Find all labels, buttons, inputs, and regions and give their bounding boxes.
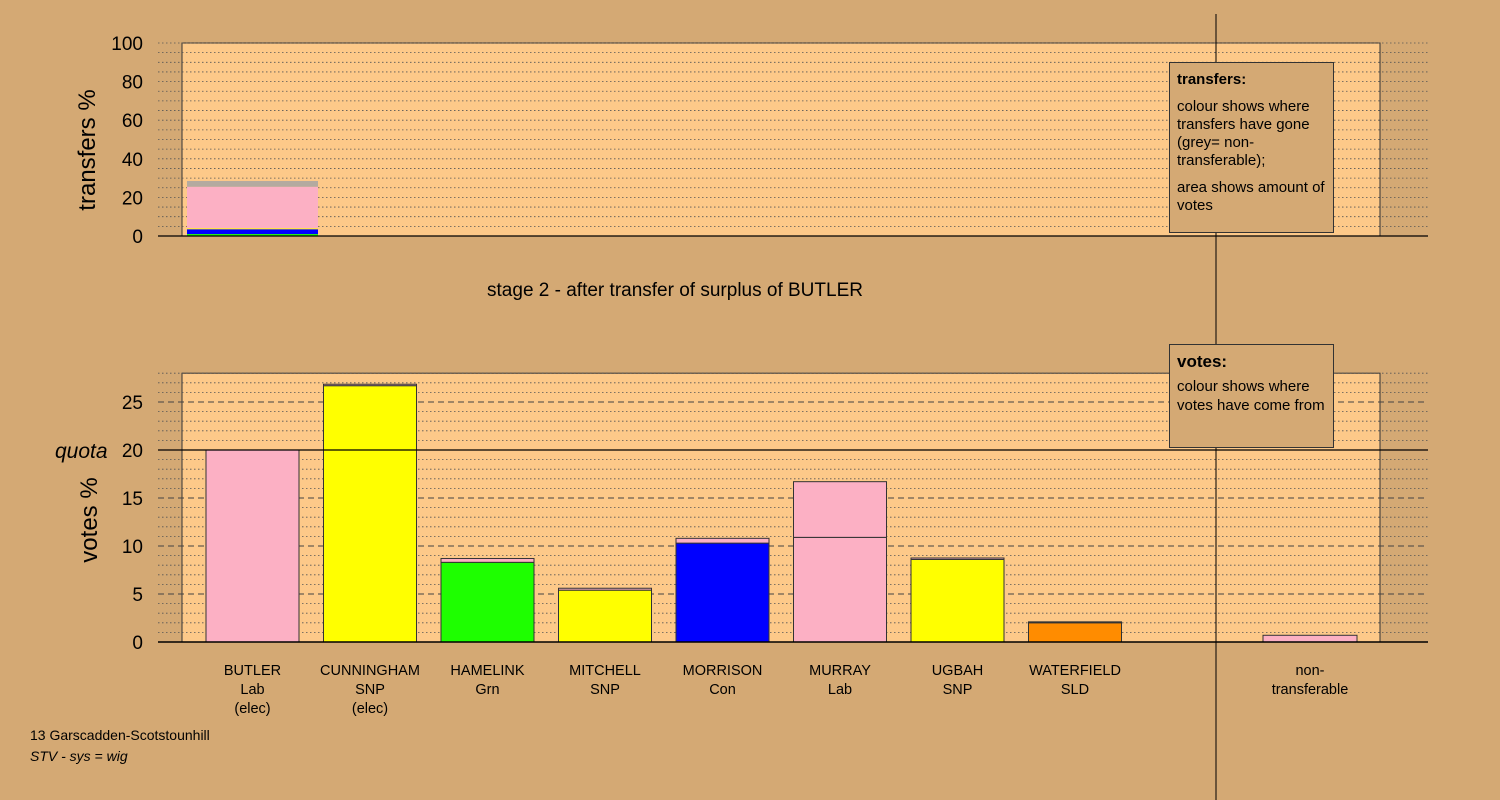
transfer-segment-cunningham-mitchell-ugbah — [187, 228, 318, 230]
votes-tick-label: 15 — [122, 489, 143, 510]
transfers-tick-label: 100 — [111, 34, 143, 55]
candidate-name-label: MURRAY — [809, 663, 871, 679]
transfers-tick-label: 20 — [122, 188, 143, 209]
candidate-name-label: MITCHELL — [569, 663, 641, 679]
vote-bar-waterfield-segment — [1028, 621, 1122, 624]
vote-bar-ugbah-segment — [910, 558, 1005, 643]
votes-tick-label: 5 — [132, 585, 143, 606]
nontransferable-label-line1: non- — [1295, 663, 1324, 679]
candidate-name-label: BUTLER — [224, 663, 281, 679]
transfer-segment-non-transferable — [187, 180, 318, 187]
transfer-segment-murray — [187, 186, 318, 229]
candidate-name-label: UGBAH — [932, 663, 984, 679]
candidate-party-label: Lab — [828, 682, 852, 698]
transfer-segment-hamelink — [187, 234, 318, 236]
candidate-status-label: (elec) — [352, 701, 388, 717]
vote-bar-butler-segment — [205, 449, 300, 643]
transfer-segment-morrison — [187, 229, 318, 235]
vote-bar-cunningham-segment — [323, 385, 417, 643]
candidate-name-label: HAMELINK — [450, 663, 524, 679]
vote-bar-morrison-segment — [675, 537, 770, 544]
transfers-legend-area-text: area shows amount of votes — [1177, 179, 1325, 214]
nontransferable-bar — [1262, 634, 1358, 643]
candidate-party-label: SNP — [943, 682, 973, 698]
transfers-legend: transfers: colour shows where transfers … — [1169, 62, 1334, 233]
stage-title: stage 2 - after transfer of surplus of B… — [487, 280, 863, 301]
candidate-name-label: WATERFIELD — [1029, 663, 1121, 679]
transfers-legend-title: transfers: — [1177, 71, 1247, 88]
vote-bar-waterfield-segment — [1028, 622, 1122, 643]
vote-bar-hamelink-segment — [440, 557, 535, 563]
votes-tick-label: 0 — [132, 633, 143, 654]
transfers-tick-label: 60 — [122, 111, 143, 132]
votes-legend-title: votes: — [1177, 352, 1228, 371]
candidate-status-label: (elec) — [234, 701, 270, 717]
votes-tick-label: 25 — [122, 393, 143, 414]
nontransferable-label-line2: transferable — [1272, 682, 1349, 698]
vote-bar-ugbah-segment — [910, 557, 1005, 560]
votes-legend-colour-text: colour shows where votes have come from — [1177, 378, 1325, 414]
candidate-party-label: Con — [709, 682, 736, 698]
candidate-party-label: Lab — [240, 682, 264, 698]
quota-label: quota — [55, 440, 108, 463]
votes-y-axis-label: votes % — [76, 477, 103, 562]
vote-bar-mitchell-segment — [558, 589, 652, 643]
candidate-name-label: MORRISON — [683, 663, 763, 679]
vote-bar-murray-segment — [793, 481, 887, 538]
votes-tick-label: 10 — [122, 537, 143, 558]
transfers-legend-colour-text: colour shows where transfers have gone (… — [1177, 98, 1310, 169]
vote-bar-mitchell-segment — [558, 587, 652, 591]
vote-bar-cunningham-segment — [323, 383, 417, 387]
candidate-name-label: CUNNINGHAM — [320, 663, 420, 679]
candidate-party-label: SNP — [590, 682, 620, 698]
transfers-y-axis-label: transfers % — [74, 89, 101, 210]
constituency-label: 13 Garscadden-Scotstounhill — [30, 727, 210, 743]
candidate-party-label: SLD — [1061, 682, 1089, 698]
vote-bar-hamelink-segment — [440, 561, 535, 643]
votes-legend: votes: colour shows where votes have com… — [1169, 344, 1334, 448]
vote-bar-morrison-segment — [675, 542, 770, 643]
vote-bar-murray-segment — [793, 536, 887, 643]
transfers-tick-label: 0 — [132, 227, 143, 248]
transfers-tick-label: 80 — [122, 73, 143, 94]
candidate-party-label: SNP — [355, 682, 385, 698]
system-label: STV - sys = wig — [30, 748, 128, 764]
transfers-tick-label: 40 — [122, 150, 143, 171]
candidate-party-label: Grn — [475, 682, 499, 698]
votes-tick-label: 20 — [122, 441, 143, 462]
